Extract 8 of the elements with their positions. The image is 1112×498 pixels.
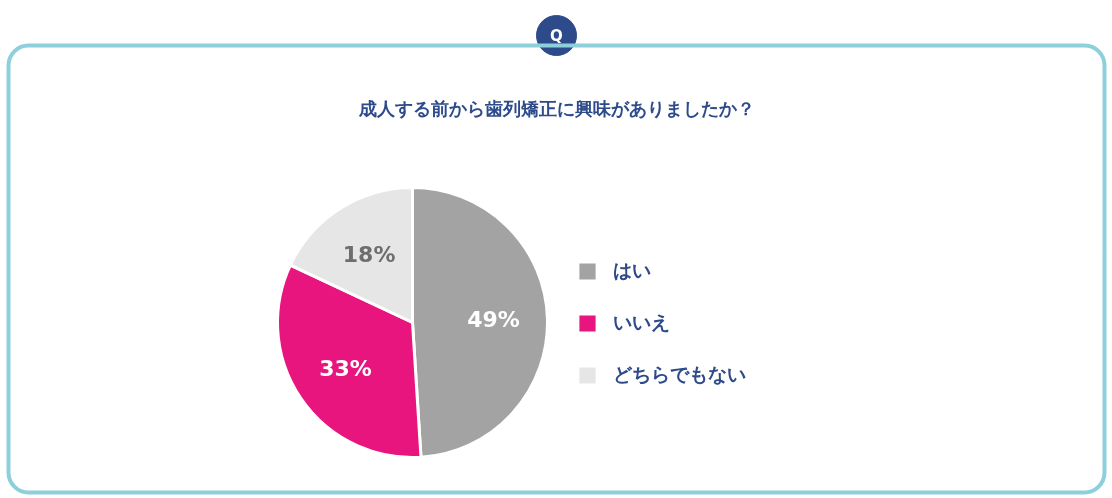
data-label: 33% <box>319 355 372 381</box>
chart-title: 成人する前から歯列矯正に興味がありましたか？ <box>357 98 755 119</box>
data-label: 49% <box>467 307 520 333</box>
legend-label: どちらでもない <box>613 362 746 387</box>
text: Q <box>550 26 563 45</box>
data-label: 18% <box>342 241 396 267</box>
legend-label: いいえ <box>613 310 670 335</box>
legend-label: はい <box>613 258 651 283</box>
